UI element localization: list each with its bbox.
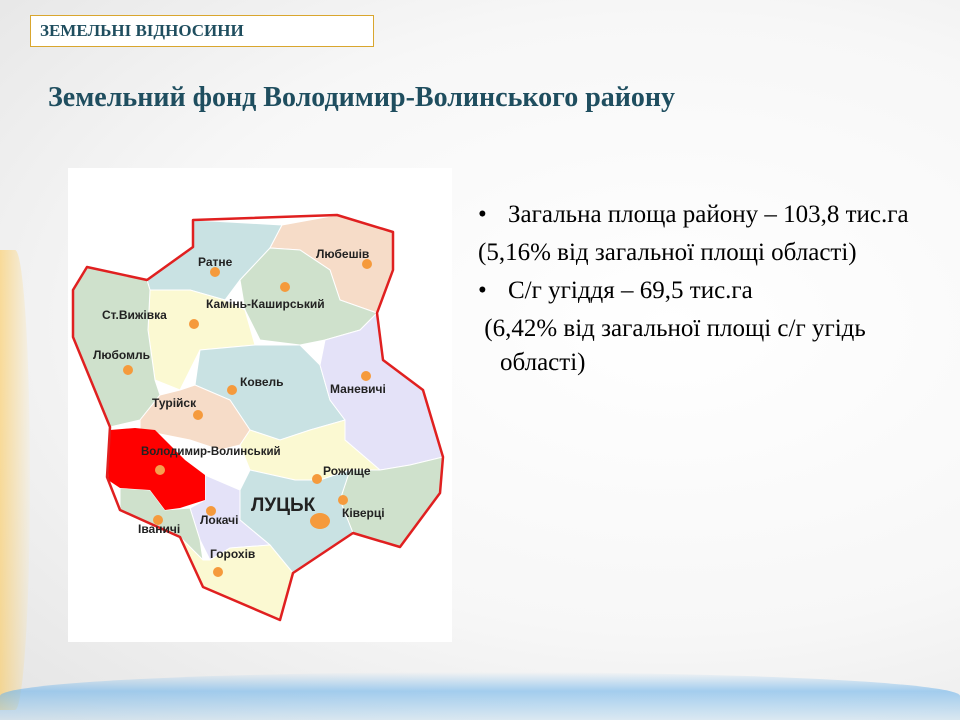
label-kovel: Ковель — [240, 375, 284, 389]
city-dot-lokachi — [206, 506, 216, 516]
city-dot-vyzhivka — [189, 319, 199, 329]
city-dot-rozhyshche — [312, 474, 322, 484]
label-horokhiv: Горохів — [210, 547, 255, 561]
label-manevychi: Маневичі — [330, 382, 386, 396]
city-dot-ivanychi — [153, 515, 163, 525]
city-dot-volodymyr — [155, 465, 165, 475]
label-liuboml: Любомль — [93, 348, 150, 362]
city-dot-kivertsi — [338, 495, 348, 505]
label-turiisk: Турійск — [152, 396, 197, 410]
label-ivanychi: Іваничі — [138, 522, 180, 536]
label-ratne: Ратне — [198, 255, 233, 269]
total-area-text: Загальна площа району – 103,8 тис.га — [508, 201, 909, 228]
label-lutsk: ЛУЦЬК — [251, 495, 316, 516]
region-border — [71, 213, 445, 622]
bullet-agri-land: • С/г угіддя – 69,5 тис.га — [478, 274, 938, 308]
label-liubeshiv: Любешів — [316, 247, 369, 261]
bullet-icon: • — [478, 277, 487, 304]
section-tag: ЗЕМЕЛЬНІ ВІДНОСИНИ — [30, 15, 374, 47]
city-dot-ratne — [210, 267, 220, 277]
label-volodymyr: Володимир-Волинський — [141, 446, 281, 458]
total-area-share: (5,16% від загальної площі області) — [478, 239, 857, 266]
agri-land-text: С/г угіддя – 69,5 тис.га — [508, 277, 753, 304]
city-dot-liubeshiv — [362, 259, 372, 269]
decorative-swoosh-blue — [0, 672, 960, 720]
agri-land-share: (6,42% від загальної площі с/г угідь обл… — [478, 315, 873, 376]
slide-content: • Загальна площа району – 103,8 тис.га (5… — [478, 198, 938, 384]
city-dot-horokhiv — [213, 567, 223, 577]
label-lokachi: Локачі — [200, 513, 238, 527]
city-dot-kamin — [280, 282, 290, 292]
label-kivertsi: Ківерці — [342, 506, 385, 520]
bullet-icon: • — [478, 201, 487, 228]
city-dot-liuboml — [123, 365, 133, 375]
city-blob-lutsk — [310, 513, 330, 529]
city-dot-manevychi — [361, 371, 371, 381]
city-dot-turiisk — [193, 410, 203, 420]
bullet-total-area: • Загальна площа району – 103,8 тис.га — [478, 198, 938, 232]
label-kamin: Камінь-Каширський — [206, 297, 325, 311]
decorative-swoosh-orange — [0, 250, 30, 710]
city-dot-kovel — [227, 385, 237, 395]
volyn-region-map: Ратне Любешів Камінь-Каширський Ст.Вижів… — [68, 168, 452, 642]
label-rozhyshche: Рожище — [323, 464, 371, 478]
slide-title: Земельний фонд Володимир-Волинського рай… — [48, 82, 676, 113]
label-vyzhivka: Ст.Вижівка — [102, 308, 167, 322]
